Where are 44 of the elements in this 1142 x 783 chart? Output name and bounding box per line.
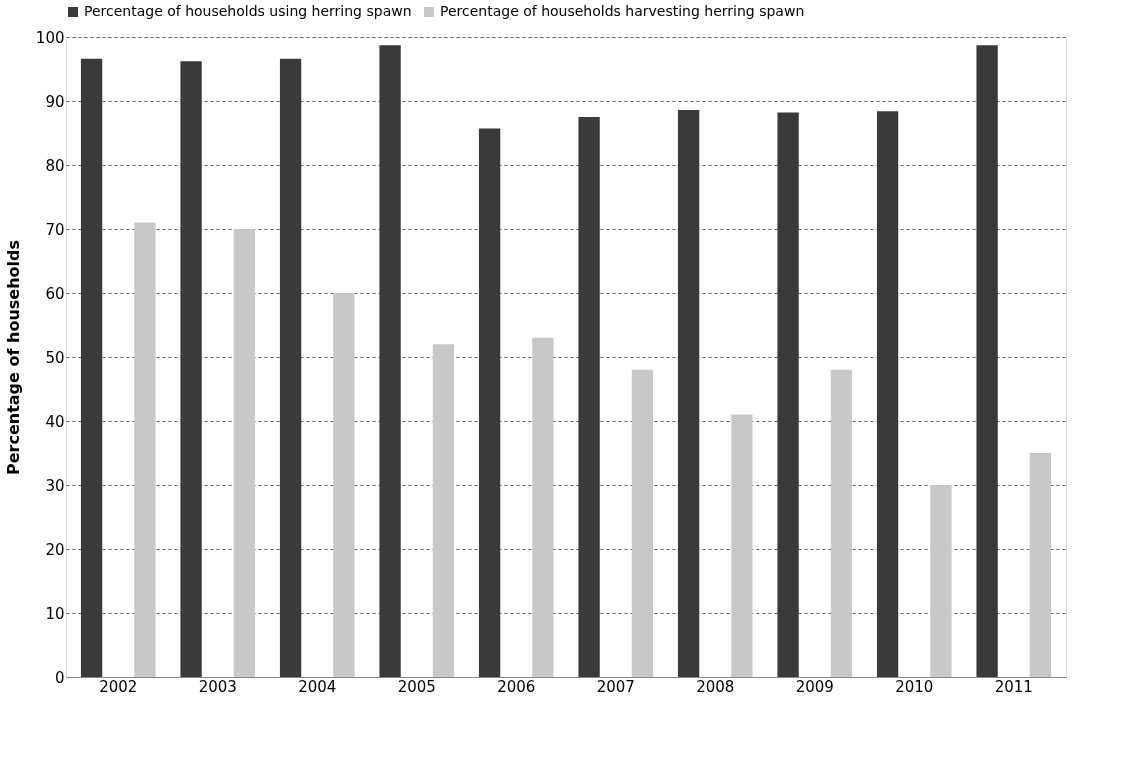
bar — [279, 58, 302, 677]
y-tick-label: 60 — [45, 284, 65, 303]
x-tick-label: 2005 — [397, 677, 436, 696]
y-tick-label: 70 — [45, 220, 65, 239]
bar — [677, 109, 700, 677]
bar — [631, 369, 654, 677]
y-tick-label: 40 — [45, 412, 65, 431]
y-tick-label: 10 — [45, 604, 65, 623]
legend-label: Percentage of households harvesting herring spawn — [440, 3, 805, 19]
bar — [233, 229, 256, 677]
bar — [432, 344, 455, 677]
x-tick-label: 2010 — [895, 677, 934, 696]
bar — [478, 128, 501, 677]
y-tick-label: 80 — [45, 156, 65, 175]
bar — [830, 369, 853, 677]
y-tick-label: 20 — [45, 540, 65, 559]
y-axis-title: Percentage of households — [3, 239, 23, 476]
bar — [180, 61, 202, 677]
y-tick-label: 50 — [45, 348, 65, 367]
x-tick-label: 2004 — [298, 677, 337, 696]
x-tick-label: 2011 — [994, 677, 1033, 696]
bar — [1029, 453, 1052, 677]
bar — [333, 293, 355, 677]
bar — [976, 45, 998, 677]
x-tick-label: 2003 — [198, 677, 237, 696]
bar — [777, 112, 799, 677]
bar — [80, 58, 103, 677]
x-tick-label: 2006 — [497, 677, 536, 696]
bar — [930, 485, 952, 677]
bar — [379, 45, 401, 677]
y-tick-label: 90 — [45, 92, 65, 111]
legend-label: Percentage of households using herring spawn — [84, 3, 412, 19]
x-tick-label: 2002 — [99, 677, 138, 696]
y-tick-label: 0 — [54, 668, 65, 687]
x-tick-label: 2009 — [795, 677, 834, 696]
bar — [876, 111, 899, 677]
x-tick-label: 2008 — [696, 677, 735, 696]
y-tick-label: 30 — [45, 476, 65, 495]
y-tick-label: 100 — [35, 28, 65, 47]
bar — [532, 337, 554, 677]
x-tick-label: 2007 — [596, 677, 635, 696]
bar — [578, 117, 600, 677]
bar — [731, 414, 753, 677]
bar — [134, 222, 156, 677]
